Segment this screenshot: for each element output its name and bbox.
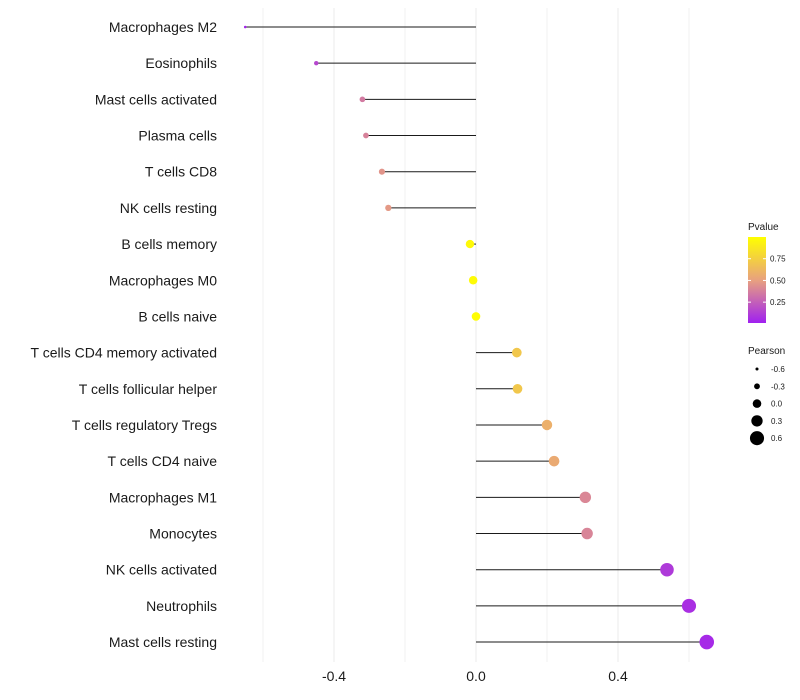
pvalue-legend-label: 0.50 (770, 276, 786, 285)
pearson-legend-label: -0.6 (771, 365, 785, 374)
point-17 (699, 634, 715, 650)
point-5 (385, 204, 392, 212)
pearson-legend-dot (751, 415, 763, 427)
category-label: T cells CD4 memory activated (31, 345, 217, 361)
category-label: NK cells resting (120, 200, 217, 216)
pearson-legend-dot (749, 431, 765, 446)
category-label: Monocytes (149, 526, 217, 542)
category-label: Mast cells resting (109, 634, 217, 650)
x-tick-label: 0.0 (466, 668, 486, 684)
point-11 (541, 419, 553, 431)
point-0 (243, 25, 247, 29)
lollipop-points (243, 25, 715, 650)
category-label: Macrophages M1 (109, 489, 217, 505)
point-9 (512, 347, 522, 358)
pearson-legend-label: 0.3 (771, 417, 783, 426)
point-14 (581, 527, 593, 540)
point-6 (465, 239, 475, 249)
pvalue-colorbar (748, 237, 766, 323)
category-label: Plasma cells (138, 128, 217, 144)
pearson-legend-dot (755, 367, 759, 371)
category-label: NK cells activated (106, 562, 217, 578)
pearson-legend-label: -0.3 (771, 382, 785, 391)
x-tick-label: 0.4 (608, 668, 628, 684)
lollipop-stems (245, 26, 707, 643)
pearson-legend-label: 0.6 (771, 434, 783, 443)
category-labels: Macrophages M2 Eosinophils Mast cells acti… (31, 19, 218, 650)
category-label: B cells memory (121, 236, 217, 252)
pvalue-legend-title: Pvalue (748, 222, 779, 233)
pearson-legend-dot (752, 399, 762, 408)
pearson-legend-label: 0.0 (771, 400, 783, 409)
pvalue-legend-label: 0.75 (770, 255, 786, 264)
point-7 (468, 276, 478, 285)
category-label: Macrophages M0 (109, 272, 217, 288)
category-label: B cells naive (138, 308, 217, 324)
x-axis-ticks: -0.4 0.0 0.4 (322, 668, 628, 684)
point-12 (548, 455, 560, 467)
point-2 (359, 96, 366, 103)
point-16 (681, 598, 697, 613)
point-1 (314, 60, 319, 66)
pvalue-legend-label: 0.25 (770, 298, 786, 307)
point-15 (660, 562, 674, 577)
point-10 (512, 383, 523, 394)
category-label: T cells follicular helper (79, 381, 218, 397)
legends: Pvalue Pearson 0.75 0.50 0.25 -0.6 -0.3 0.0 0.… (748, 222, 786, 446)
category-label: T cells regulatory Tregs (72, 417, 217, 433)
category-label: T cells CD4 naive (108, 453, 218, 469)
pearson-legend-title: Pearson (748, 346, 785, 357)
category-label: T cells CD8 (145, 164, 217, 180)
pearson-legend-dot (754, 383, 760, 390)
category-label: Macrophages M2 (109, 19, 217, 35)
category-label: Eosinophils (145, 55, 217, 71)
point-13 (579, 491, 592, 504)
category-label: Mast cells activated (95, 91, 217, 107)
x-tick-label: -0.4 (322, 668, 346, 684)
point-3 (363, 132, 369, 139)
point-4 (378, 168, 385, 175)
grid-lines (262, 8, 690, 662)
category-label: Neutrophils (146, 598, 217, 614)
point-8 (471, 312, 481, 321)
